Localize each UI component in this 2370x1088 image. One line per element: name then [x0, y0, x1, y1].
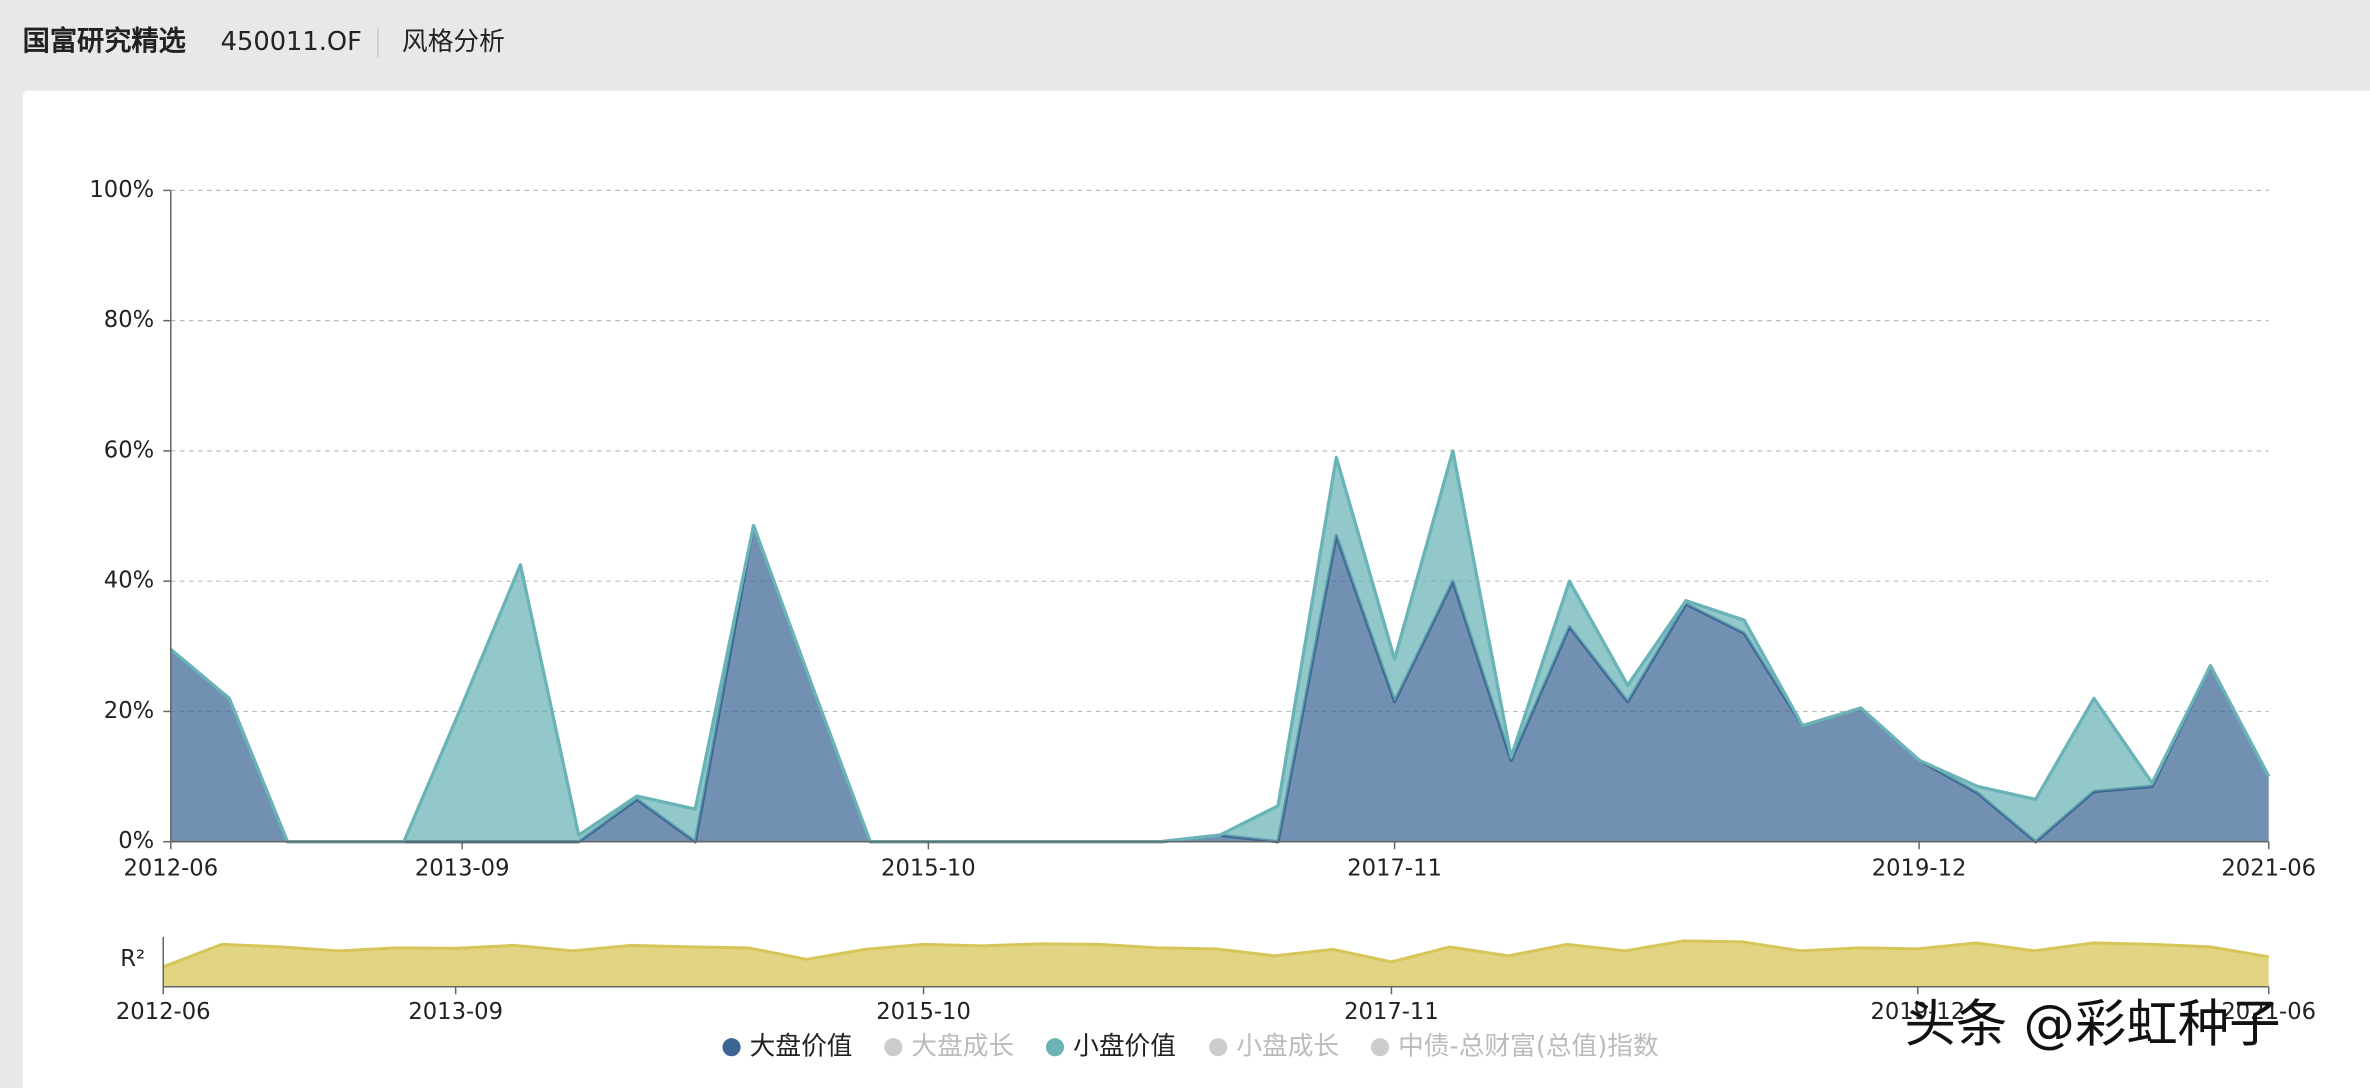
legend-label[interactable]: 小盘成长 — [1236, 1032, 1339, 1062]
y-tick-label: 100% — [89, 177, 154, 203]
fund-name: 国富研究精选 — [23, 25, 186, 57]
r2-area — [163, 940, 2269, 987]
y-label: R² — [120, 946, 145, 972]
x-tick-label: 2019-12 — [1872, 855, 1967, 881]
series-area — [170, 450, 2269, 842]
watermark: 头条 @彩虹种子 — [1904, 995, 2280, 1055]
legend-marker — [1045, 1038, 1065, 1057]
legend-label[interactable]: 大盘成长 — [911, 1032, 1014, 1062]
x-tick-label: 2013-09 — [415, 855, 510, 881]
x-tick-label: 2021-06 — [2221, 855, 2316, 881]
fund-code: 450011.OF — [221, 27, 362, 57]
y-tick-label: 60% — [104, 437, 154, 463]
legend-label[interactable]: 中债-总财富(总值)指数 — [1398, 1032, 1659, 1062]
x-tick-label: 2019-12 — [1870, 999, 1965, 1025]
card — [22, 90, 2370, 1088]
x-tick-label: 2012-06 — [123, 855, 218, 881]
tab[interactable]: 风格分析 — [402, 27, 505, 57]
series-line — [169, 449, 2271, 844]
legend-marker — [1209, 1038, 1228, 1057]
y-tick-label: 80% — [104, 307, 154, 333]
x-tick-label: 2017-11 — [1344, 999, 1439, 1025]
r2-line — [162, 939, 2269, 969]
x-tick-label: 2015-10 — [881, 855, 976, 881]
legend-marker — [722, 1038, 741, 1057]
y-tick-label: 20% — [104, 698, 154, 724]
x-tick-label: 2017-11 — [1347, 855, 1442, 881]
series-area — [170, 525, 2269, 842]
legend-label[interactable]: 大盘价值 — [750, 1032, 853, 1062]
x-tick-label: 2015-10 — [876, 999, 971, 1025]
x-tick-label: 2021-06 — [2221, 999, 2316, 1025]
y-tick-label: 0% — [118, 828, 154, 854]
x-tick-label: 2013-09 — [408, 999, 503, 1025]
legend-marker — [1370, 1038, 1390, 1057]
legend-label[interactable]: 小盘价值 — [1073, 1032, 1176, 1062]
x-tick-label: 2012-06 — [116, 999, 211, 1025]
y-tick-label: 40% — [104, 568, 154, 594]
legend-marker — [884, 1038, 903, 1057]
